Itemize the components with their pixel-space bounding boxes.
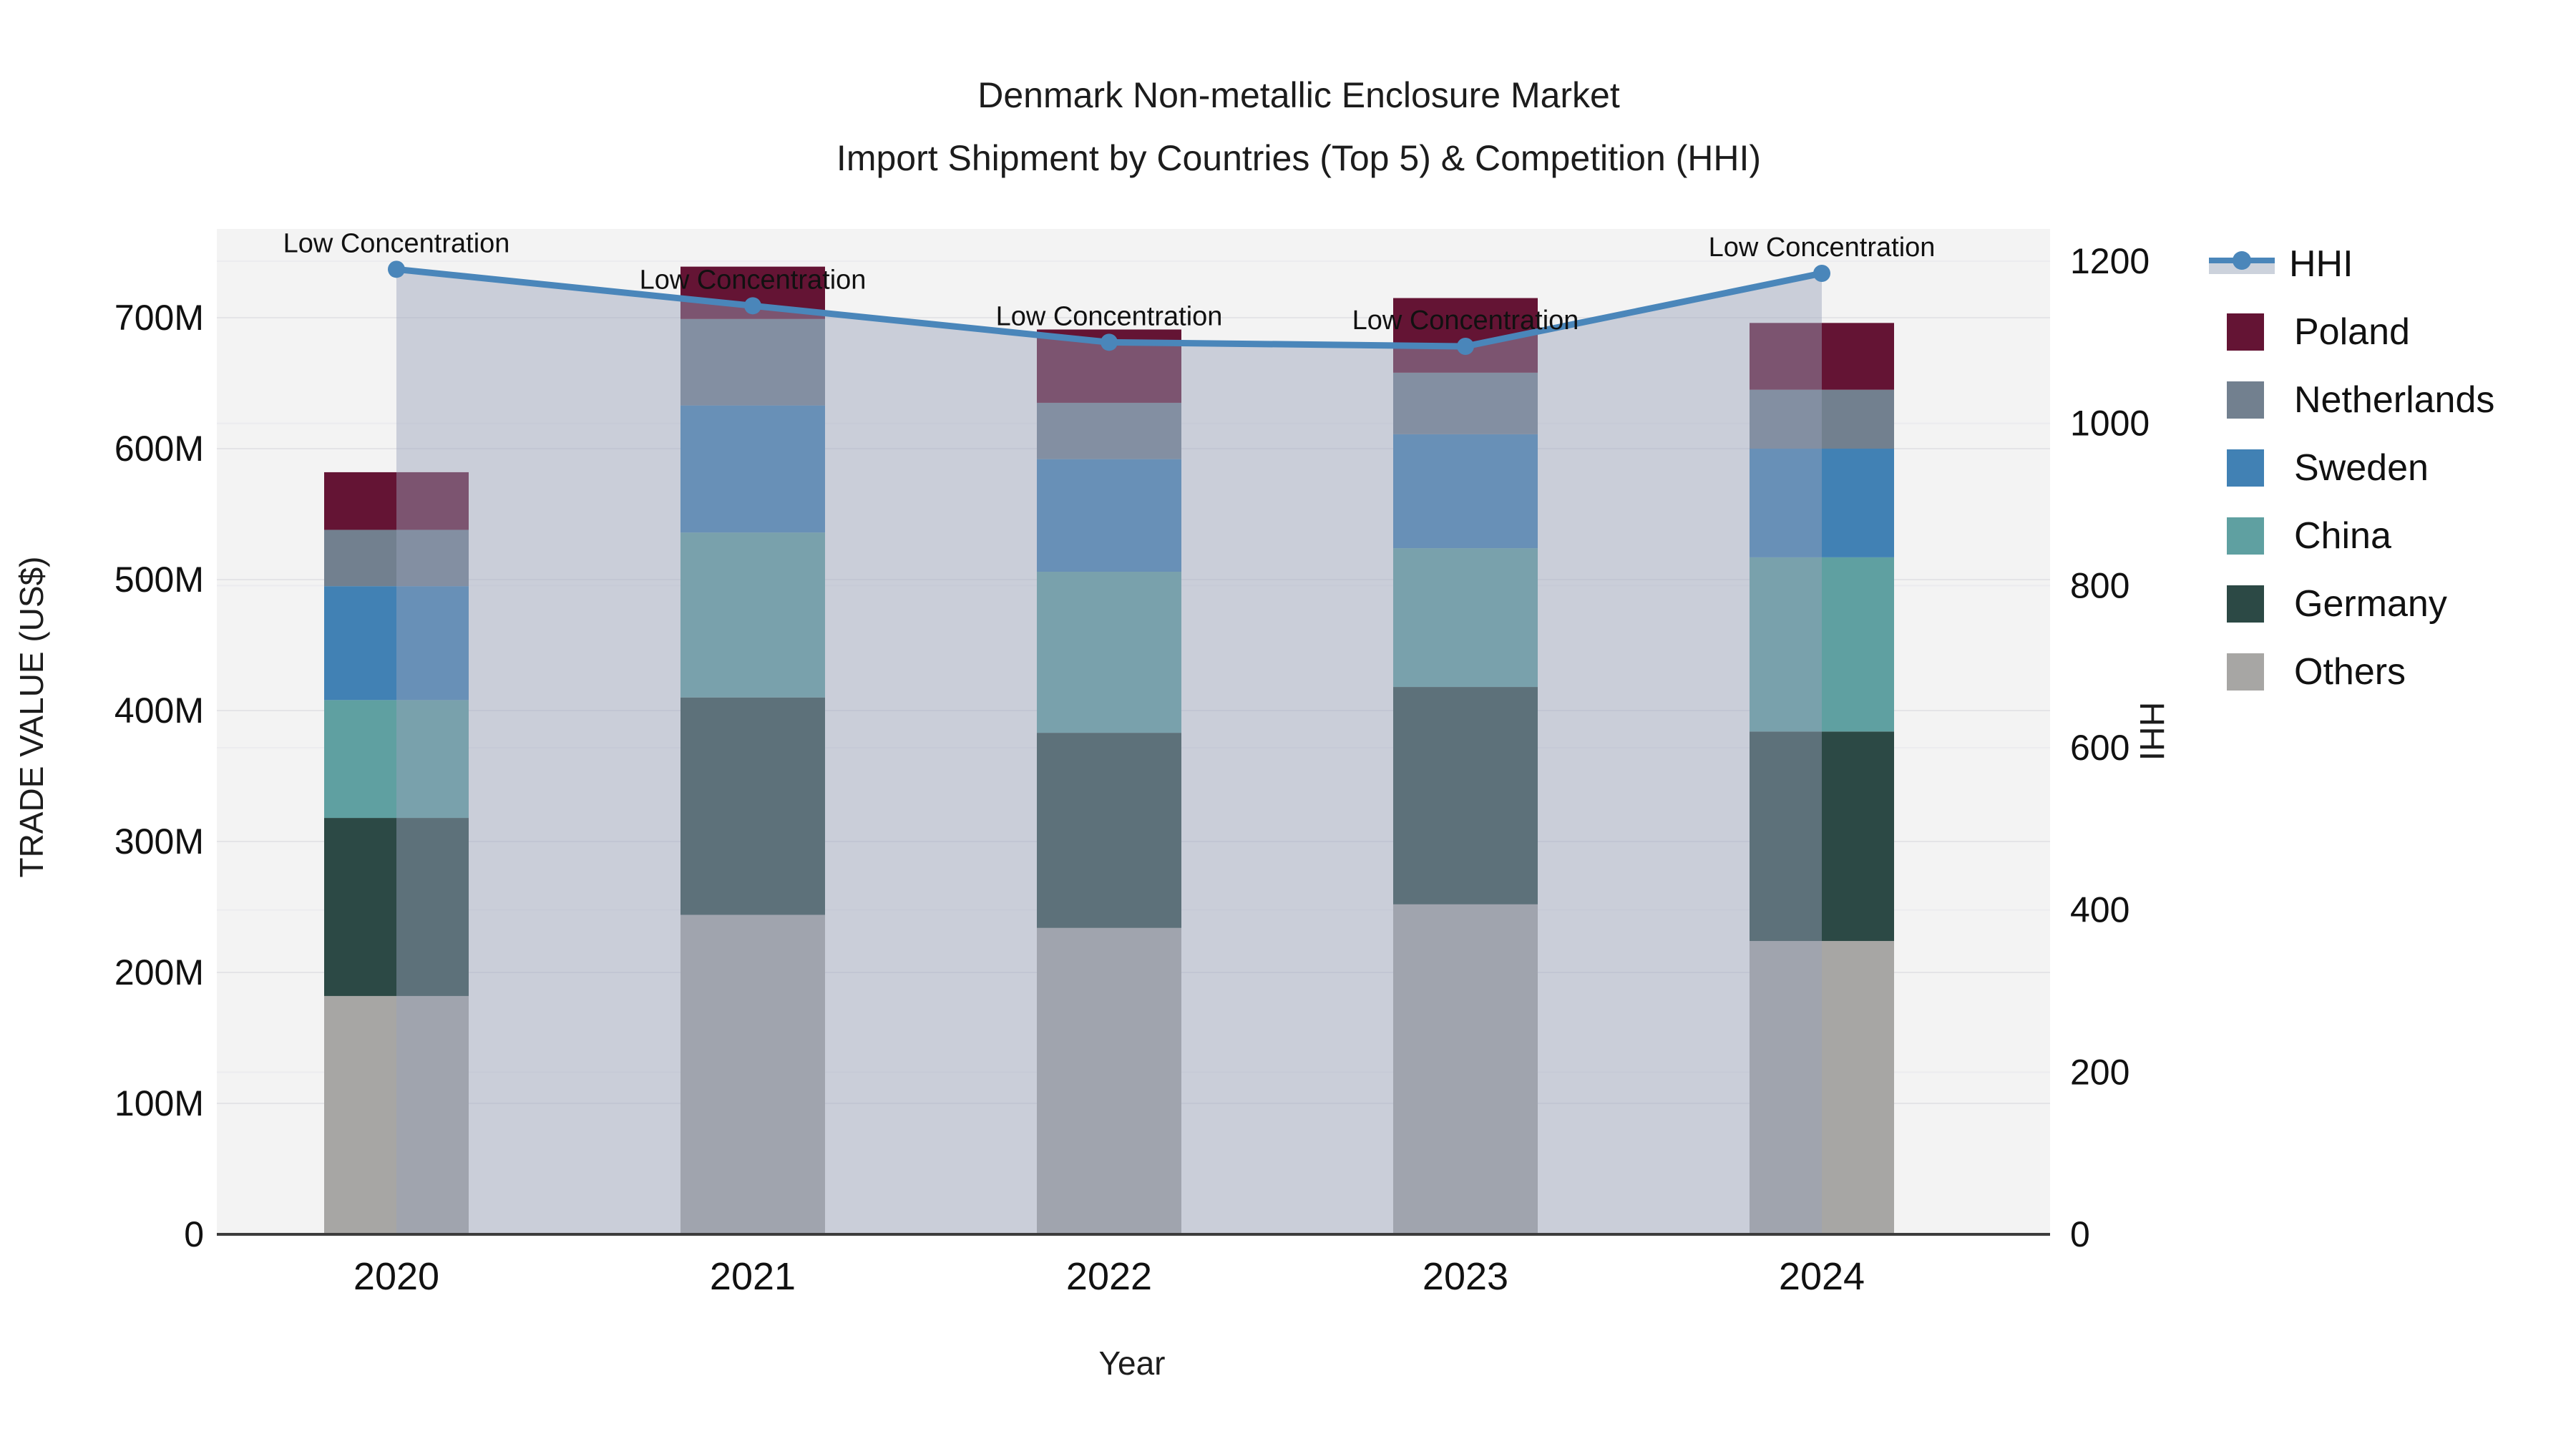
legend-swatch-china bbox=[2227, 517, 2264, 555]
bar-segment-germany-2020[interactable] bbox=[324, 818, 469, 996]
bar-segment-germany-2024[interactable] bbox=[1750, 731, 1894, 942]
annotation-low-concentration-2023: Low Concentration bbox=[1352, 306, 1579, 336]
hhi-marker-2021[interactable] bbox=[744, 297, 761, 315]
legend-item-netherlands[interactable]: Netherlands bbox=[2207, 380, 2494, 420]
bar-segment-netherlands-2020[interactable] bbox=[324, 530, 469, 587]
y-right-tick-400: 400 bbox=[2070, 890, 2129, 930]
hhi-marker-2023[interactable] bbox=[1457, 338, 1474, 355]
y-right-tick-800: 800 bbox=[2070, 565, 2129, 605]
annotation-low-concentration-2024: Low Concentration bbox=[1709, 233, 1936, 263]
bar-segment-china-2023[interactable] bbox=[1393, 548, 1538, 688]
bar-segment-netherlands-2023[interactable] bbox=[1393, 372, 1538, 434]
bar-segment-germany-2023[interactable] bbox=[1393, 687, 1538, 904]
legend-label-hhi: HHI bbox=[2289, 243, 2353, 285]
legend-swatch-netherlands bbox=[2227, 381, 2264, 419]
legend-item-poland[interactable]: Poland bbox=[2207, 312, 2410, 352]
bar-segment-others-2020[interactable] bbox=[324, 995, 469, 1234]
legend-label-others: Others bbox=[2294, 651, 2406, 693]
y-right-tick-600: 600 bbox=[2070, 728, 2129, 768]
bar-segment-sweden-2023[interactable] bbox=[1393, 434, 1538, 549]
x-tick-2022: 2022 bbox=[1066, 1255, 1152, 1298]
y-left-tick-400M: 400M bbox=[114, 691, 204, 731]
legend-swatch-others bbox=[2227, 653, 2264, 691]
bar-segment-china-2024[interactable] bbox=[1750, 557, 1894, 732]
legend-item-sweden[interactable]: Sweden bbox=[2207, 448, 2429, 488]
bar-segment-netherlands-2022[interactable] bbox=[1037, 402, 1181, 459]
hhi-area-fill bbox=[396, 269, 1822, 1234]
legend-swatch-sweden bbox=[2227, 449, 2264, 487]
bar-segment-poland-2024[interactable] bbox=[1750, 323, 1894, 390]
y-right-tick-1000: 1000 bbox=[2070, 404, 2150, 444]
bar-segment-china-2020[interactable] bbox=[324, 700, 469, 819]
annotation-low-concentration-2020: Low Concentration bbox=[283, 228, 510, 258]
bar-segment-sweden-2024[interactable] bbox=[1750, 449, 1894, 557]
legend-label-sweden: Sweden bbox=[2294, 447, 2429, 489]
hhi-marker-2020[interactable] bbox=[388, 260, 405, 278]
legend-item-others[interactable]: Others bbox=[2207, 652, 2406, 692]
bar-segment-others-2022[interactable] bbox=[1037, 927, 1181, 1234]
hhi-legend-icon bbox=[2209, 248, 2275, 280]
bar-segment-poland-2020[interactable] bbox=[324, 472, 469, 530]
y-left-tick-0: 0 bbox=[184, 1214, 204, 1254]
y-right-tick-1200: 1200 bbox=[2070, 241, 2150, 281]
annotation-low-concentration-2022: Low Concentration bbox=[996, 301, 1223, 331]
bar-segment-germany-2022[interactable] bbox=[1037, 733, 1181, 928]
legend-label-china: China bbox=[2294, 515, 2391, 557]
y-left-tick-300M: 300M bbox=[114, 821, 204, 862]
x-tick-2020: 2020 bbox=[353, 1255, 439, 1298]
chart-title-line1: Denmark Non-metallic Enclosure Market bbox=[977, 75, 1620, 115]
chart-title-line2: Import Shipment by Countries (Top 5) & C… bbox=[836, 138, 1762, 178]
legend-swatch-poland bbox=[2227, 313, 2264, 351]
legend-label-germany: Germany bbox=[2294, 583, 2447, 625]
bar-segment-germany-2021[interactable] bbox=[680, 697, 825, 915]
bar-segment-china-2022[interactable] bbox=[1037, 572, 1181, 733]
legend-label-netherlands: Netherlands bbox=[2294, 379, 2495, 421]
y-right-tick-0: 0 bbox=[2070, 1214, 2090, 1254]
bar-segment-netherlands-2024[interactable] bbox=[1750, 389, 1894, 449]
y-left-tick-100M: 100M bbox=[114, 1083, 204, 1123]
bar-segment-others-2023[interactable] bbox=[1393, 904, 1538, 1234]
x-tick-2024: 2024 bbox=[1779, 1255, 1865, 1298]
y-left-tick-700M: 700M bbox=[114, 298, 204, 338]
x-axis-title: Year bbox=[1098, 1345, 1166, 1382]
annotation-low-concentration-2021: Low Concentration bbox=[640, 265, 867, 295]
hhi-marker-2022[interactable] bbox=[1101, 333, 1118, 351]
bar-segment-netherlands-2021[interactable] bbox=[680, 318, 825, 406]
y-right-tick-200: 200 bbox=[2070, 1052, 2129, 1092]
y-left-tick-600M: 600M bbox=[114, 429, 204, 469]
legend-item-china[interactable]: China bbox=[2207, 516, 2391, 556]
bar-segment-sweden-2020[interactable] bbox=[324, 586, 469, 701]
legend-swatch-germany bbox=[2227, 585, 2264, 623]
bar-segment-sweden-2021[interactable] bbox=[680, 405, 825, 533]
bar-segment-others-2024[interactable] bbox=[1750, 941, 1894, 1234]
bar-segment-china-2021[interactable] bbox=[680, 532, 825, 698]
legend-item-hhi[interactable]: HHI bbox=[2207, 244, 2353, 284]
bar-segment-others-2021[interactable] bbox=[680, 914, 825, 1234]
y-left-tick-200M: 200M bbox=[114, 952, 204, 992]
bar-segment-sweden-2022[interactable] bbox=[1037, 459, 1181, 572]
x-tick-2021: 2021 bbox=[710, 1255, 796, 1298]
legend-label-poland: Poland bbox=[2294, 311, 2410, 353]
x-tick-2023: 2023 bbox=[1423, 1255, 1508, 1298]
y-left-tick-500M: 500M bbox=[114, 560, 204, 600]
legend-item-germany[interactable]: Germany bbox=[2207, 584, 2447, 624]
hhi-marker-2024[interactable] bbox=[1813, 265, 1830, 282]
